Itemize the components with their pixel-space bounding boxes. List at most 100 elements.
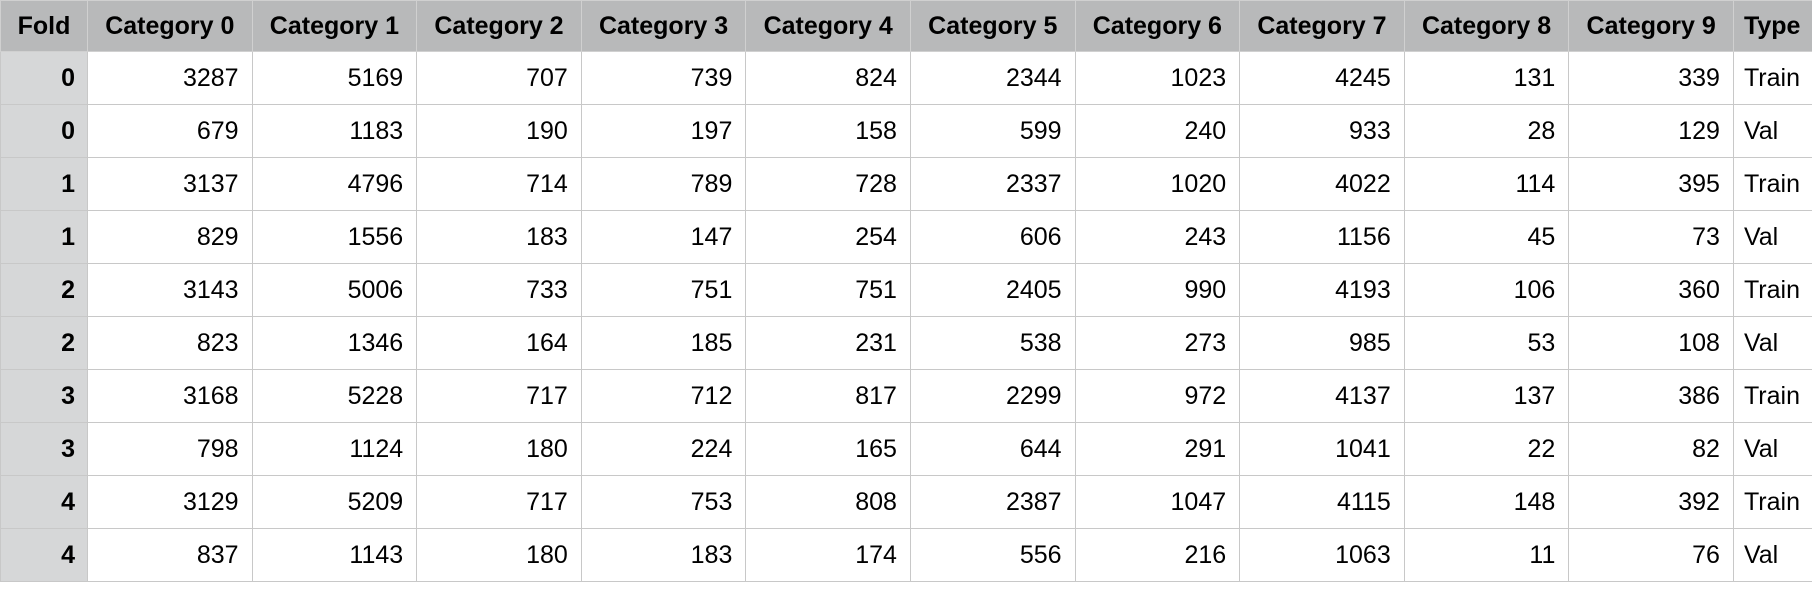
fold-cell[interactable]: 3 bbox=[0, 422, 88, 476]
category-8-cell[interactable]: 148 bbox=[1403, 475, 1570, 529]
category-7-cell[interactable]: 4245 bbox=[1239, 51, 1405, 105]
category-4-cell[interactable]: 728 bbox=[745, 157, 911, 211]
category-7-cell[interactable]: 4137 bbox=[1239, 369, 1405, 423]
category-3-cell[interactable]: 751 bbox=[580, 263, 747, 317]
category-1-cell[interactable]: 5209 bbox=[251, 475, 418, 529]
category-7-cell[interactable]: 4022 bbox=[1239, 157, 1405, 211]
category-7-cell[interactable]: 1156 bbox=[1239, 210, 1405, 264]
column-header-category-0[interactable]: Category 0 bbox=[87, 0, 253, 52]
category-7-cell[interactable]: 933 bbox=[1239, 104, 1405, 158]
category-5-cell[interactable]: 556 bbox=[909, 528, 1076, 582]
category-1-cell[interactable]: 1124 bbox=[251, 422, 418, 476]
category-1-cell[interactable]: 1346 bbox=[251, 316, 418, 370]
type-cell[interactable]: Val bbox=[1732, 210, 1812, 264]
category-3-cell[interactable]: 185 bbox=[580, 316, 747, 370]
category-9-cell[interactable]: 392 bbox=[1568, 475, 1734, 529]
category-0-cell[interactable]: 679 bbox=[87, 104, 253, 158]
category-3-cell[interactable]: 753 bbox=[580, 475, 747, 529]
category-1-cell[interactable]: 1556 bbox=[251, 210, 418, 264]
category-6-cell[interactable]: 1047 bbox=[1074, 475, 1241, 529]
category-1-cell[interactable]: 5169 bbox=[251, 51, 418, 105]
fold-cell[interactable]: 1 bbox=[0, 157, 88, 211]
fold-cell[interactable]: 2 bbox=[0, 263, 88, 317]
category-1-cell[interactable]: 5006 bbox=[251, 263, 418, 317]
category-2-cell[interactable]: 190 bbox=[416, 104, 582, 158]
category-3-cell[interactable]: 739 bbox=[580, 51, 747, 105]
category-0-cell[interactable]: 3129 bbox=[87, 475, 253, 529]
category-9-cell[interactable]: 360 bbox=[1568, 263, 1734, 317]
category-1-cell[interactable]: 4796 bbox=[251, 157, 418, 211]
category-6-cell[interactable]: 1020 bbox=[1074, 157, 1241, 211]
category-9-cell[interactable]: 395 bbox=[1568, 157, 1734, 211]
category-8-cell[interactable]: 28 bbox=[1403, 104, 1570, 158]
category-7-cell[interactable]: 985 bbox=[1239, 316, 1405, 370]
category-4-cell[interactable]: 817 bbox=[745, 369, 911, 423]
category-8-cell[interactable]: 53 bbox=[1403, 316, 1570, 370]
column-header-category-2[interactable]: Category 2 bbox=[416, 0, 582, 52]
type-cell[interactable]: Val bbox=[1732, 104, 1812, 158]
type-cell[interactable]: Train bbox=[1732, 263, 1812, 317]
category-8-cell[interactable]: 131 bbox=[1403, 51, 1570, 105]
category-7-cell[interactable]: 4115 bbox=[1239, 475, 1405, 529]
category-4-cell[interactable]: 158 bbox=[745, 104, 911, 158]
type-cell[interactable]: Val bbox=[1732, 422, 1812, 476]
category-7-cell[interactable]: 4193 bbox=[1239, 263, 1405, 317]
category-2-cell[interactable]: 180 bbox=[416, 528, 582, 582]
type-cell[interactable]: Train bbox=[1732, 369, 1812, 423]
category-9-cell[interactable]: 339 bbox=[1568, 51, 1734, 105]
category-5-cell[interactable]: 2405 bbox=[909, 263, 1076, 317]
category-0-cell[interactable]: 3168 bbox=[87, 369, 253, 423]
category-6-cell[interactable]: 972 bbox=[1074, 369, 1241, 423]
category-8-cell[interactable]: 45 bbox=[1403, 210, 1570, 264]
category-2-cell[interactable]: 717 bbox=[416, 369, 582, 423]
category-6-cell[interactable]: 240 bbox=[1074, 104, 1241, 158]
category-8-cell[interactable]: 137 bbox=[1403, 369, 1570, 423]
type-cell[interactable]: Val bbox=[1732, 316, 1812, 370]
column-header-category-8[interactable]: Category 8 bbox=[1403, 0, 1570, 52]
category-5-cell[interactable]: 538 bbox=[909, 316, 1076, 370]
category-3-cell[interactable]: 712 bbox=[580, 369, 747, 423]
category-8-cell[interactable]: 11 bbox=[1403, 528, 1570, 582]
category-4-cell[interactable]: 174 bbox=[745, 528, 911, 582]
category-1-cell[interactable]: 1183 bbox=[251, 104, 418, 158]
category-4-cell[interactable]: 231 bbox=[745, 316, 911, 370]
category-4-cell[interactable]: 254 bbox=[745, 210, 911, 264]
column-header-category-6[interactable]: Category 6 bbox=[1074, 0, 1241, 52]
category-4-cell[interactable]: 824 bbox=[745, 51, 911, 105]
category-0-cell[interactable]: 3143 bbox=[87, 263, 253, 317]
column-header-fold[interactable]: Fold bbox=[0, 0, 88, 52]
column-header-category-4[interactable]: Category 4 bbox=[745, 0, 911, 52]
category-1-cell[interactable]: 5228 bbox=[251, 369, 418, 423]
category-9-cell[interactable]: 76 bbox=[1568, 528, 1734, 582]
category-0-cell[interactable]: 3287 bbox=[87, 51, 253, 105]
category-0-cell[interactable]: 823 bbox=[87, 316, 253, 370]
category-8-cell[interactable]: 22 bbox=[1403, 422, 1570, 476]
category-8-cell[interactable]: 106 bbox=[1403, 263, 1570, 317]
category-5-cell[interactable]: 2299 bbox=[909, 369, 1076, 423]
category-2-cell[interactable]: 180 bbox=[416, 422, 582, 476]
category-3-cell[interactable]: 789 bbox=[580, 157, 747, 211]
column-header-category-3[interactable]: Category 3 bbox=[580, 0, 747, 52]
category-2-cell[interactable]: 707 bbox=[416, 51, 582, 105]
column-header-category-1[interactable]: Category 1 bbox=[251, 0, 418, 52]
category-4-cell[interactable]: 751 bbox=[745, 263, 911, 317]
column-header-category-5[interactable]: Category 5 bbox=[909, 0, 1076, 52]
category-2-cell[interactable]: 183 bbox=[416, 210, 582, 264]
category-6-cell[interactable]: 1023 bbox=[1074, 51, 1241, 105]
category-5-cell[interactable]: 2337 bbox=[909, 157, 1076, 211]
category-5-cell[interactable]: 599 bbox=[909, 104, 1076, 158]
category-6-cell[interactable]: 990 bbox=[1074, 263, 1241, 317]
type-cell[interactable]: Train bbox=[1732, 51, 1812, 105]
category-1-cell[interactable]: 1143 bbox=[251, 528, 418, 582]
category-4-cell[interactable]: 165 bbox=[745, 422, 911, 476]
fold-cell[interactable]: 1 bbox=[0, 210, 88, 264]
category-2-cell[interactable]: 733 bbox=[416, 263, 582, 317]
fold-cell[interactable]: 0 bbox=[0, 104, 88, 158]
category-5-cell[interactable]: 2344 bbox=[909, 51, 1076, 105]
fold-cell[interactable]: 3 bbox=[0, 369, 88, 423]
category-6-cell[interactable]: 291 bbox=[1074, 422, 1241, 476]
category-5-cell[interactable]: 2387 bbox=[909, 475, 1076, 529]
type-cell[interactable]: Train bbox=[1732, 157, 1812, 211]
fold-cell[interactable]: 4 bbox=[0, 528, 88, 582]
type-cell[interactable]: Val bbox=[1732, 528, 1812, 582]
